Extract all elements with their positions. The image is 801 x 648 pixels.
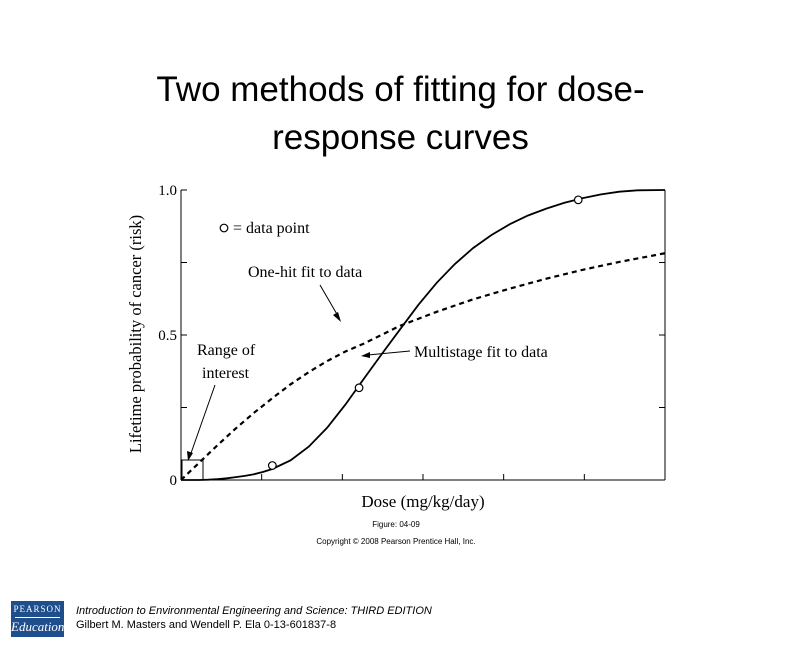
logo-text-top: PEARSON: [13, 604, 62, 614]
range-arrow: [189, 384, 216, 457]
figure-caption: Figure: 04-09: [372, 520, 420, 529]
y-tick-labels: 0 0.5 1.0: [158, 183, 177, 489]
one-hit-fit-line: [180, 252, 666, 481]
book-authors: Gilbert M. Masters and Wendell P. Ela 0-…: [76, 619, 337, 631]
y-tick-label: 0: [170, 473, 178, 489]
range-label-line2: interest: [202, 365, 250, 382]
axis-ticks: [181, 189, 665, 481]
pearson-education-logo: PEARSON Education: [11, 601, 64, 637]
data-point-marker: [267, 461, 277, 470]
book-citation: Introduction to Environmental Engineerin…: [76, 604, 432, 632]
one-hit-arrow: [319, 284, 339, 317]
range-arrowhead: [187, 451, 193, 461]
y-tick-label: 0.5: [158, 328, 177, 344]
data-points: [267, 195, 583, 470]
slide-title-line2: response curves: [272, 118, 529, 157]
legend-marker: [219, 223, 229, 233]
multistage-arrow: [367, 350, 411, 356]
book-title: Introduction to Environmental Engineerin…: [76, 605, 432, 617]
copyright-text: Copyright © 2008 Pearson Prentice Hall, …: [316, 537, 475, 546]
data-point-marker: [573, 195, 583, 205]
y-axis-label: Lifetime probability of cancer (risk): [126, 215, 145, 453]
x-axis-label: Dose (mg/kg/day): [361, 492, 484, 511]
one-hit-label: One-hit fit to data: [248, 264, 362, 281]
series-lines: [180, 189, 666, 481]
slide-title: Two methods of fitting for dose- respons…: [0, 66, 801, 162]
y-tick-label: 1.0: [158, 183, 177, 199]
slide-title-line1: Two methods of fitting for dose-: [156, 70, 645, 109]
multistage-arrowhead: [361, 352, 370, 358]
range-label-line1: Range of: [197, 342, 256, 359]
multistage-label: Multistage fit to data: [414, 344, 548, 361]
logo-text-bottom: Education: [11, 619, 65, 634]
one-hit-arrowhead: [333, 312, 341, 322]
range-of-interest-box: [181, 459, 204, 481]
logo-divider: [15, 617, 60, 618]
data-point-marker: [354, 383, 364, 393]
multistage-fit-line: [181, 189, 666, 481]
legend-label: = data point: [233, 220, 310, 237]
